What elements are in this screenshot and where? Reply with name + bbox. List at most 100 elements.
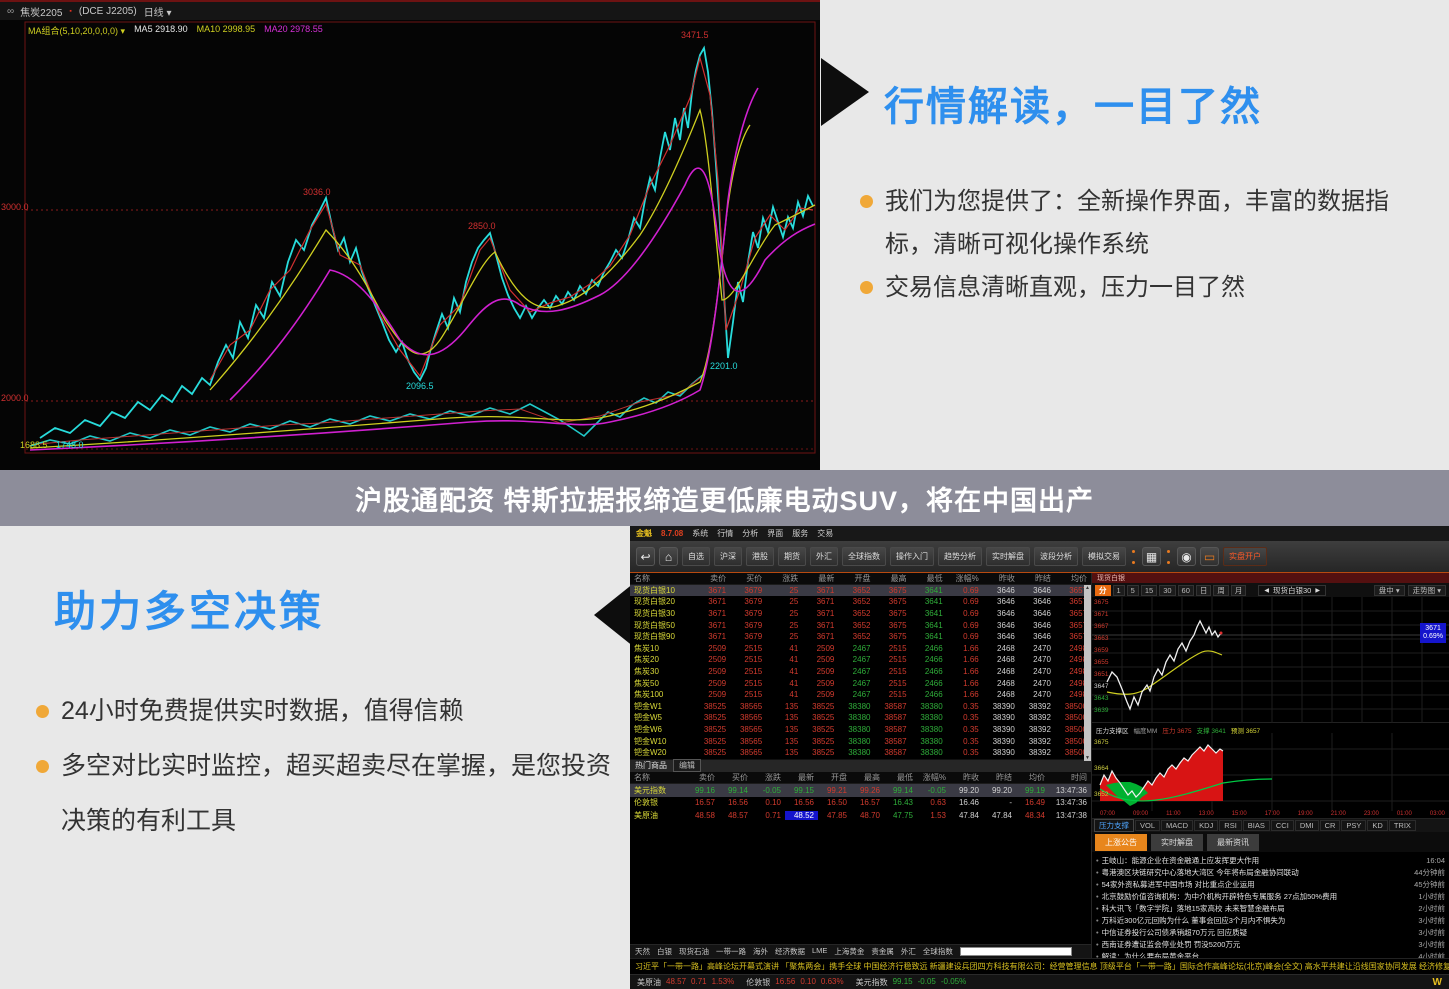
column-header[interactable]: 买价 xyxy=(746,573,763,583)
category-贵金属[interactable]: 贵金属 xyxy=(871,947,894,956)
menu-item-服务[interactable]: 服务 xyxy=(792,529,809,538)
column-header[interactable]: 卖价 xyxy=(710,573,727,583)
category-全球指数[interactable]: 全球指数 xyxy=(922,947,953,956)
menu-item-交易[interactable]: 交易 xyxy=(817,529,834,538)
menu-item-分析[interactable]: 分析 xyxy=(742,529,759,538)
column-header[interactable]: 涨幅% xyxy=(955,573,979,583)
quote-row[interactable]: 钯金W20 38525 38565 135 38525 38380 38587 38380 0.… xyxy=(630,747,1091,759)
quote-row[interactable]: 钯金W1 38525 38565 135 38525 38380 38587 38380 0.3… xyxy=(630,701,1091,713)
indicator-tab-KD[interactable]: KD xyxy=(1367,820,1388,831)
toolbar-button-沪深[interactable]: 沪深 xyxy=(714,547,742,566)
category-海外[interactable]: 海外 xyxy=(753,947,768,956)
column-header[interactable]: 开盘 xyxy=(854,573,871,583)
toolbar-button-全球指数[interactable]: 全球指数 xyxy=(842,547,886,566)
period-button-日[interactable]: 日 xyxy=(1195,584,1212,596)
toolbar-button-模拟交易[interactable]: 模拟交易 xyxy=(1082,547,1126,566)
cloud-service-icon[interactable]: ◉ xyxy=(1177,547,1196,566)
column-header[interactable]: 最新 xyxy=(818,573,835,583)
period-button-月[interactable]: 月 xyxy=(1230,584,1247,596)
chart-tool-icon[interactable]: ▦ xyxy=(1142,547,1161,566)
period-button-周[interactable]: 周 xyxy=(1213,584,1229,596)
column-header[interactable]: 最高 xyxy=(864,772,880,782)
home-icon[interactable]: ⌂ xyxy=(659,547,678,566)
column-header[interactable]: 最新 xyxy=(798,772,814,782)
news-item[interactable]: • 万科近300亿元回购为什么 董事会回应3个月内不惧失为 3小时前 xyxy=(1096,914,1445,926)
menu-item-行情[interactable]: 行情 xyxy=(717,529,734,538)
quote-row[interactable]: 现货白银20 3671 3679 25 3671 3652 3675 3641 0.69 3646… xyxy=(630,596,1091,608)
toolbar-button-实时解盘[interactable]: 实时解盘 xyxy=(986,547,1030,566)
period-button-60[interactable]: 60 xyxy=(1177,584,1194,596)
indicator-tab-DMI[interactable]: DMI xyxy=(1294,820,1319,831)
search-input[interactable] xyxy=(959,947,1072,956)
category-一带一路[interactable]: 一带一路 xyxy=(716,947,746,956)
column-header[interactable]: 涨跌 xyxy=(765,772,781,782)
indicator-tab-PSY[interactable]: PSY xyxy=(1341,820,1367,831)
toolbar-button-港股[interactable]: 港股 xyxy=(746,547,774,566)
category-LME[interactable]: LME xyxy=(812,946,828,955)
quote-row[interactable]: 焦炭10 2509 2515 41 2509 2467 2515 2466 1.66 2468 24… xyxy=(630,643,1091,655)
category-外汇[interactable]: 外汇 xyxy=(900,947,916,956)
quote-row[interactable]: 伦敦银 16.57 16.56 0.10 16.56 16.50 16.57 16.43 0.6… xyxy=(630,797,1091,810)
news-tab-最新资讯[interactable]: 最新资讯 xyxy=(1207,833,1259,851)
indicator-tab-BIAS[interactable]: BIAS xyxy=(1242,820,1270,831)
column-header[interactable]: 最低 xyxy=(897,772,913,782)
column-header[interactable]: 昨收 xyxy=(963,772,979,782)
category-现货石油[interactable]: 现货石油 xyxy=(679,947,709,956)
news-item[interactable]: • 西南证券遭证监会停业处罚 罚没5200万元 3小时前 xyxy=(1096,938,1445,950)
period-button-分[interactable]: 分 xyxy=(1095,584,1111,596)
indicator-tab-KDJ[interactable]: KDJ xyxy=(1194,820,1219,831)
category-白银[interactable]: 白银 xyxy=(657,947,672,956)
category-天然[interactable]: 天然 xyxy=(635,947,650,956)
next-symbol-icon[interactable]: ▶ xyxy=(1315,587,1320,594)
indicator-tab-VOL[interactable]: VOL xyxy=(1135,820,1161,831)
category-上海黄金[interactable]: 上海黄金 xyxy=(834,947,865,956)
indicator-tab-TRIX[interactable]: TRIX xyxy=(1388,820,1416,831)
view-control[interactable]: 盘中 ▾ xyxy=(1373,584,1405,596)
period-button-15[interactable]: 15 xyxy=(1140,584,1158,596)
column-header[interactable]: 昨结 xyxy=(996,772,1012,782)
news-tab-实时解盘[interactable]: 实时解盘 xyxy=(1151,833,1203,851)
quote-row[interactable]: 焦炭100 2509 2515 41 2509 2467 2515 2466 1.66 2468 2… xyxy=(630,689,1091,701)
news-item[interactable]: • 科大讯飞「数字学院」落地15家高校 未来智慧金融布局 2小时前 xyxy=(1096,902,1445,914)
quote-row[interactable]: 现货白银30 3671 3679 25 3671 3652 3675 3641 0.69 3646… xyxy=(630,608,1091,620)
menu-item-界面[interactable]: 界面 xyxy=(767,529,784,538)
indicator-tab-CCI[interactable]: CCI xyxy=(1270,820,1294,831)
news-item[interactable]: • 王岐山：能源企业在资金融通上应发挥更大作用 16:04 xyxy=(1096,854,1445,866)
quote-row[interactable]: 焦炭20 2509 2515 41 2509 2467 2515 2466 1.66 2468 24… xyxy=(630,654,1091,666)
period-button-30[interactable]: 30 xyxy=(1159,584,1176,596)
quote-row[interactable]: 美元指数 99.16 99.14 -0.05 99.15 99.21 99.26 99.14 -… xyxy=(630,784,1091,797)
toolbar-button-自选[interactable]: 自选 xyxy=(682,547,710,566)
toolbar-button-趋势分析[interactable]: 趋势分析 xyxy=(938,547,982,566)
quote-row[interactable]: 现货白银50 3671 3679 25 3671 3652 3675 3641 0.69 3646… xyxy=(630,619,1091,631)
banner-headline[interactable]: 沪股通配资 特斯拉据报缔造更低廉电动SUV，将在中国出产 xyxy=(354,485,1095,516)
window-buttons-icon[interactable]: ∞ xyxy=(7,5,14,17)
quotes-scrollbar[interactable]: ▲ ▼ xyxy=(1084,585,1091,761)
indicator-tab-RSI[interactable]: RSI xyxy=(1219,820,1242,831)
news-tab-上涨公告[interactable]: 上涨公告 xyxy=(1095,833,1147,851)
period-button-1[interactable]: 1 xyxy=(1112,584,1125,596)
quote-row[interactable]: 钯金W5 38525 38565 135 38525 38380 38587 38380 0.3… xyxy=(630,712,1091,724)
toolbar-button-操作入门[interactable]: 操作入门 xyxy=(890,547,934,566)
news-item[interactable]: • 中信证券投行公司债承销超70万元 回应质疑 3小时前 xyxy=(1096,926,1445,938)
view-control[interactable]: 走势图 ▾ xyxy=(1407,584,1446,596)
current-symbol[interactable]: 现货白银30 xyxy=(1273,585,1312,595)
quote-row[interactable]: 美原油 48.58 48.57 0.71 48.52 47.85 48.70 47.75 1.5… xyxy=(630,809,1091,822)
monitor-icon[interactable]: ▭ xyxy=(1200,547,1219,566)
news-item[interactable]: • 54家外资私募进军中国市场 对比重点企业运用 45分钟前 xyxy=(1096,878,1445,890)
period-button-5[interactable]: 5 xyxy=(1126,584,1139,596)
quote-row[interactable]: 现货白银90 3671 3679 25 3671 3652 3675 3641 0.69 3646… xyxy=(630,631,1091,643)
menu-item-系统[interactable]: 系统 xyxy=(692,529,709,538)
prev-symbol-icon[interactable]: ◀ xyxy=(1264,587,1269,594)
column-header[interactable]: 均价 xyxy=(1029,772,1045,782)
column-header[interactable]: 昨收 xyxy=(998,573,1015,583)
column-header[interactable]: 最高 xyxy=(890,573,907,583)
column-header[interactable]: 涨幅% xyxy=(922,772,946,782)
column-header[interactable]: 昨结 xyxy=(1034,573,1051,583)
indicator-tab-压力支撑[interactable]: 压力支撑 xyxy=(1094,819,1134,832)
category-经济数据[interactable]: 经济数据 xyxy=(775,947,805,956)
period-selector[interactable]: 日线 ▾ xyxy=(143,7,172,19)
toolbar-button-波段分析[interactable]: 波段分析 xyxy=(1034,547,1078,566)
ma-group-selector[interactable]: MA组合(5,10,20,0,0,0) ▾ xyxy=(28,26,126,36)
toolbar-button-外汇[interactable]: 外汇 xyxy=(810,547,838,566)
column-header[interactable]: 名称 xyxy=(634,772,650,782)
